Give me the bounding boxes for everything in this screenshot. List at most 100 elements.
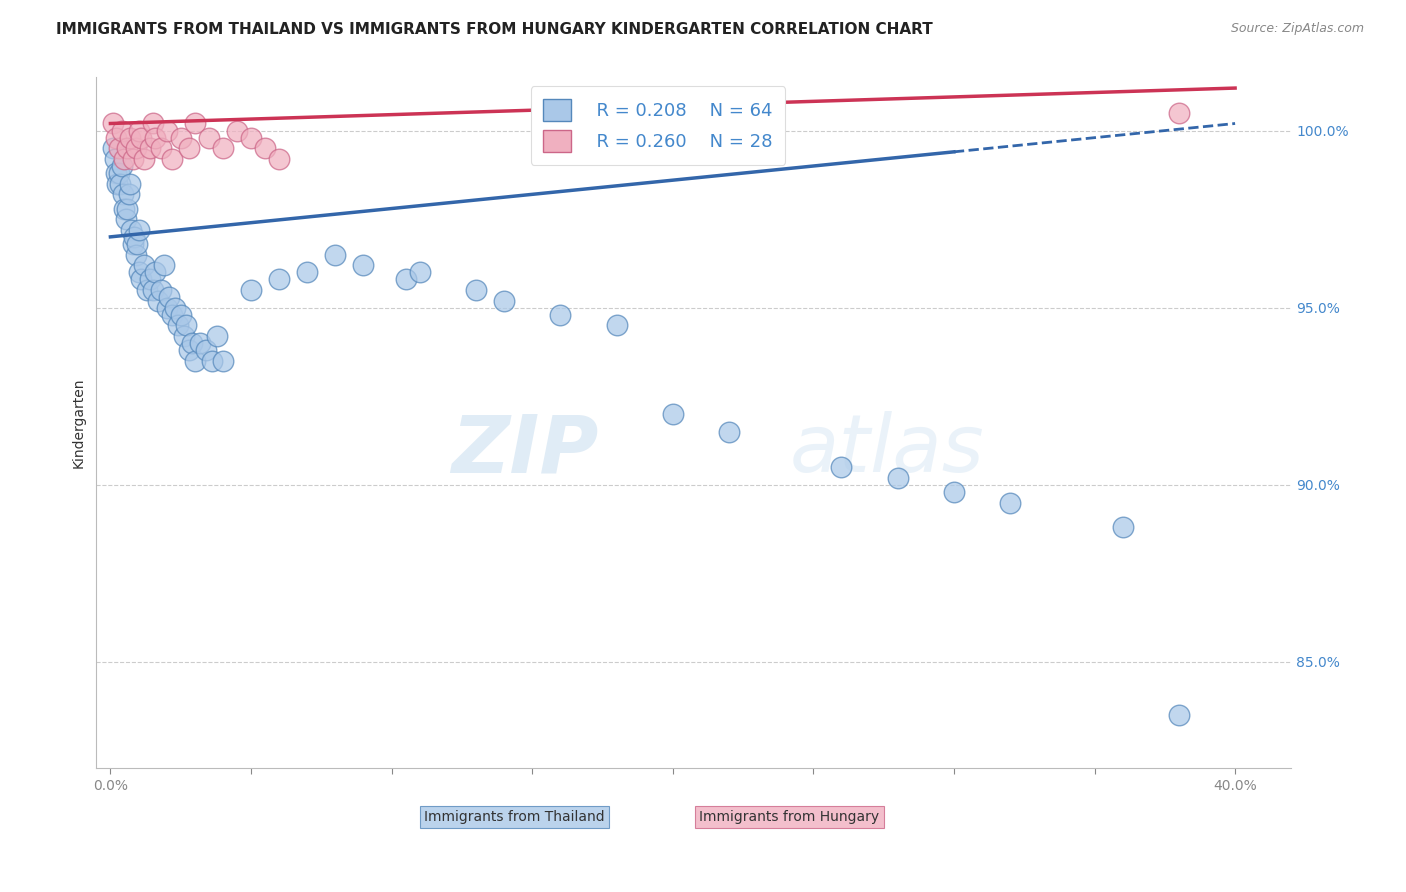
Point (170, 130, 193, 145)
Point (465, 283, 488, 297)
Point (125, 141, 148, 155)
Point (409, 265, 432, 279)
Point (105, 166, 128, 180)
Point (148, 293, 170, 308)
Legend:   R = 0.208    N = 64,   R = 0.260    N = 28: R = 0.208 N = 64, R = 0.260 N = 28 (531, 87, 785, 165)
Point (181, 336, 204, 351)
Point (121, 223, 143, 237)
Point (886, 471, 908, 485)
Point (139, 272, 162, 286)
Point (139, 141, 162, 155)
Point (117, 141, 139, 155)
Point (107, 177, 129, 191)
Point (190, 336, 212, 351)
Point (198, 130, 221, 145)
Point (156, 301, 179, 315)
Point (212, 354, 235, 368)
Point (830, 460, 852, 475)
Point (494, 293, 516, 308)
Point (297, 265, 319, 279)
Point (240, 130, 263, 145)
Point (325, 247, 347, 261)
Point (717, 425, 740, 439)
Point (112, 187, 135, 202)
Point (103, 116, 125, 130)
Point (115, 212, 138, 227)
Point (128, 223, 150, 237)
Point (142, 283, 165, 297)
Point (179, 343, 201, 358)
Point (184, 354, 207, 368)
Point (145, 130, 167, 145)
Point (131, 272, 153, 286)
Point (142, 116, 165, 130)
Point (136, 283, 159, 297)
Point (353, 258, 375, 272)
Text: Immigrants from Hungary: Immigrants from Hungary (699, 810, 880, 823)
Point (145, 265, 167, 279)
Y-axis label: Kindergarten: Kindergarten (72, 377, 86, 468)
Point (114, 152, 136, 166)
Point (998, 495, 1021, 509)
Point (605, 318, 627, 333)
Text: atlas: atlas (789, 411, 984, 490)
Point (122, 152, 145, 166)
Point (153, 258, 176, 272)
Point (117, 202, 139, 216)
Point (114, 202, 136, 216)
Point (548, 308, 571, 322)
Point (131, 130, 153, 145)
Text: ZIP: ZIP (451, 411, 598, 490)
Point (122, 236, 145, 251)
Point (179, 141, 201, 155)
Point (127, 236, 149, 251)
Point (201, 354, 224, 368)
Text: Immigrants from Thailand: Immigrants from Thailand (425, 810, 605, 823)
Point (170, 308, 193, 322)
Point (1111, 520, 1133, 534)
Point (150, 283, 173, 297)
Point (167, 318, 190, 333)
Point (395, 272, 418, 286)
Point (165, 301, 187, 315)
Point (942, 484, 965, 499)
Point (108, 166, 131, 180)
Point (240, 283, 263, 297)
Point (226, 123, 249, 137)
Point (120, 130, 142, 145)
Point (195, 343, 218, 358)
Point (156, 123, 179, 137)
Point (103, 141, 125, 155)
Point (162, 308, 184, 322)
Point (124, 230, 146, 244)
Point (125, 247, 148, 261)
Point (176, 318, 198, 333)
Point (118, 187, 141, 202)
Point (1167, 106, 1189, 120)
Point (110, 177, 132, 191)
Point (159, 290, 181, 304)
Point (150, 141, 173, 155)
Point (108, 141, 131, 155)
Point (134, 258, 156, 272)
Text: Source: ZipAtlas.com: Source: ZipAtlas.com (1230, 22, 1364, 36)
Point (128, 123, 150, 137)
Point (105, 130, 128, 145)
Point (162, 152, 184, 166)
Point (120, 177, 142, 191)
Point (128, 265, 150, 279)
Point (184, 116, 207, 130)
Point (134, 152, 156, 166)
Point (173, 329, 195, 343)
Point (269, 152, 291, 166)
Point (661, 407, 683, 421)
Point (212, 141, 235, 155)
Point (254, 141, 277, 155)
Point (111, 123, 134, 137)
Text: IMMIGRANTS FROM THAILAND VS IMMIGRANTS FROM HUNGARY KINDERGARTEN CORRELATION CHA: IMMIGRANTS FROM THAILAND VS IMMIGRANTS F… (56, 22, 934, 37)
Point (269, 272, 291, 286)
Point (207, 329, 229, 343)
Point (111, 159, 134, 173)
Point (104, 152, 127, 166)
Point (1167, 708, 1189, 723)
